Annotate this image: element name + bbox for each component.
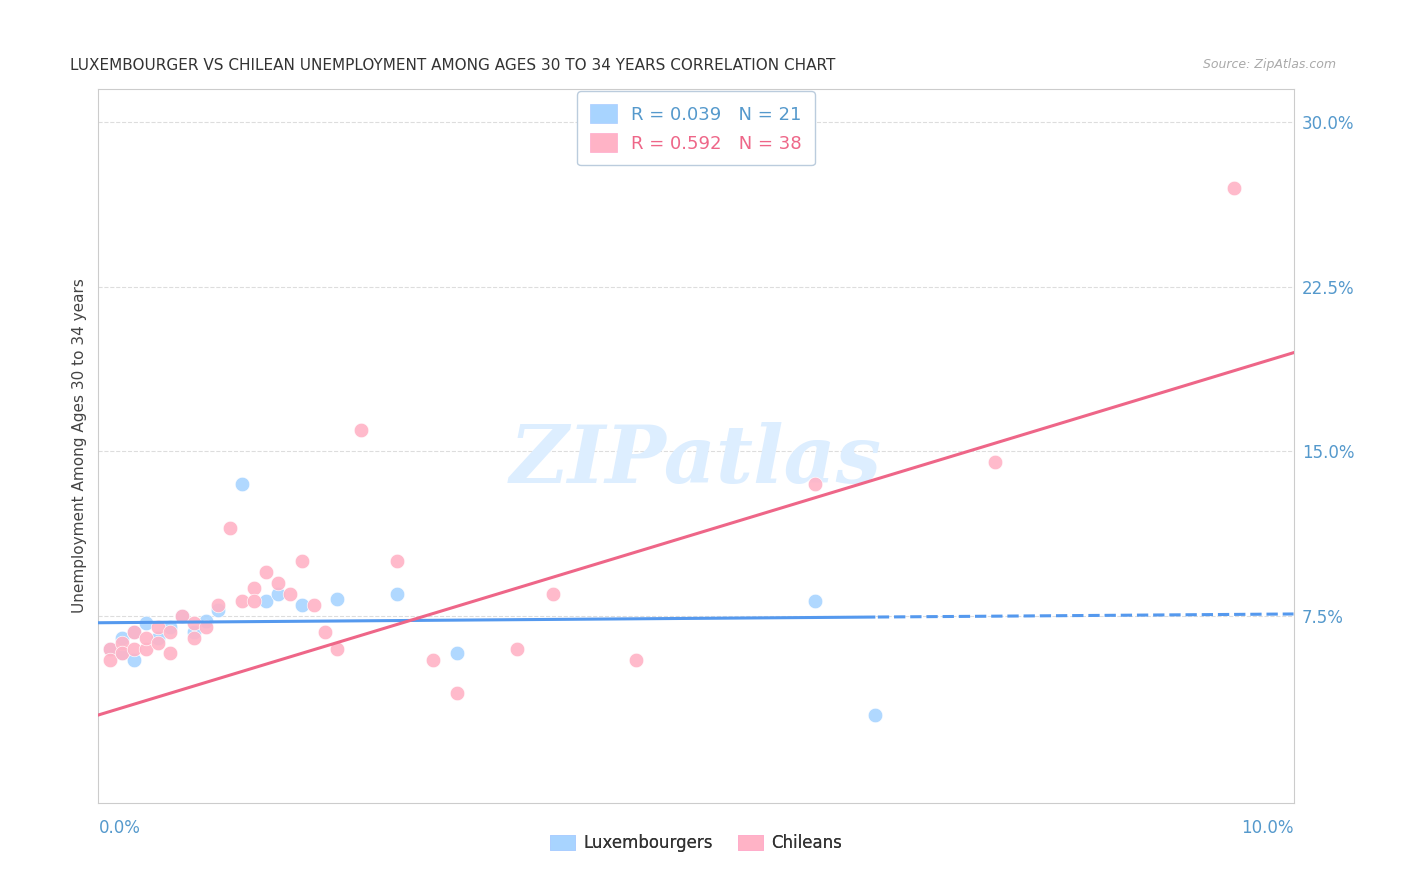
Text: Source: ZipAtlas.com: Source: ZipAtlas.com: [1202, 58, 1336, 71]
Text: 0.0%: 0.0%: [98, 819, 141, 837]
Point: [446, 686, 468, 700]
Point: [172, 609, 194, 624]
Point: [291, 554, 314, 568]
Point: [506, 642, 529, 657]
Point: [111, 635, 134, 649]
Point: [267, 587, 290, 601]
Point: [148, 635, 170, 649]
Point: [183, 615, 205, 630]
Point: [984, 455, 1007, 469]
Point: [111, 647, 134, 661]
Legend: Luxembourgers, Chileans: Luxembourgers, Chileans: [543, 828, 849, 859]
Point: [124, 642, 146, 657]
Point: [267, 576, 290, 591]
Point: [1223, 181, 1246, 195]
Point: [159, 620, 181, 634]
Point: [422, 653, 444, 667]
Point: [148, 631, 170, 645]
Point: [315, 624, 337, 639]
Point: [446, 647, 468, 661]
Point: [385, 587, 409, 601]
Point: [207, 602, 229, 616]
Point: [254, 566, 277, 580]
Text: LUXEMBOURGER VS CHILEAN UNEMPLOYMENT AMONG AGES 30 TO 34 YEARS CORRELATION CHART: LUXEMBOURGER VS CHILEAN UNEMPLOYMENT AMO…: [70, 58, 835, 73]
Y-axis label: Unemployment Among Ages 30 to 34 years: Unemployment Among Ages 30 to 34 years: [72, 278, 87, 614]
Point: [385, 554, 409, 568]
Point: [326, 591, 349, 606]
Point: [302, 598, 325, 612]
Point: [195, 614, 218, 628]
Text: ZIPatlas: ZIPatlas: [510, 422, 882, 499]
Point: [183, 624, 205, 639]
Point: [207, 598, 229, 612]
Point: [326, 642, 349, 657]
Point: [159, 647, 181, 661]
Point: [219, 521, 242, 535]
Point: [626, 653, 648, 667]
Point: [195, 620, 218, 634]
Point: [254, 594, 277, 608]
Point: [243, 581, 266, 595]
Point: [124, 624, 146, 639]
Text: 10.0%: 10.0%: [1241, 819, 1294, 837]
Point: [291, 598, 314, 612]
Point: [111, 647, 134, 661]
Point: [541, 587, 564, 601]
Point: [804, 477, 827, 491]
Point: [231, 477, 253, 491]
Point: [135, 631, 157, 645]
Point: [183, 631, 205, 645]
Point: [231, 594, 253, 608]
Point: [135, 642, 157, 657]
Point: [124, 653, 146, 667]
Point: [135, 615, 157, 630]
Point: [111, 631, 134, 645]
Point: [278, 587, 301, 601]
Point: [100, 642, 122, 657]
Point: [804, 594, 827, 608]
Point: [865, 708, 887, 723]
Point: [124, 624, 146, 639]
Point: [172, 609, 194, 624]
Point: [243, 594, 266, 608]
Point: [350, 423, 373, 437]
Point: [100, 653, 122, 667]
Point: [159, 624, 181, 639]
Point: [100, 642, 122, 657]
Point: [148, 620, 170, 634]
